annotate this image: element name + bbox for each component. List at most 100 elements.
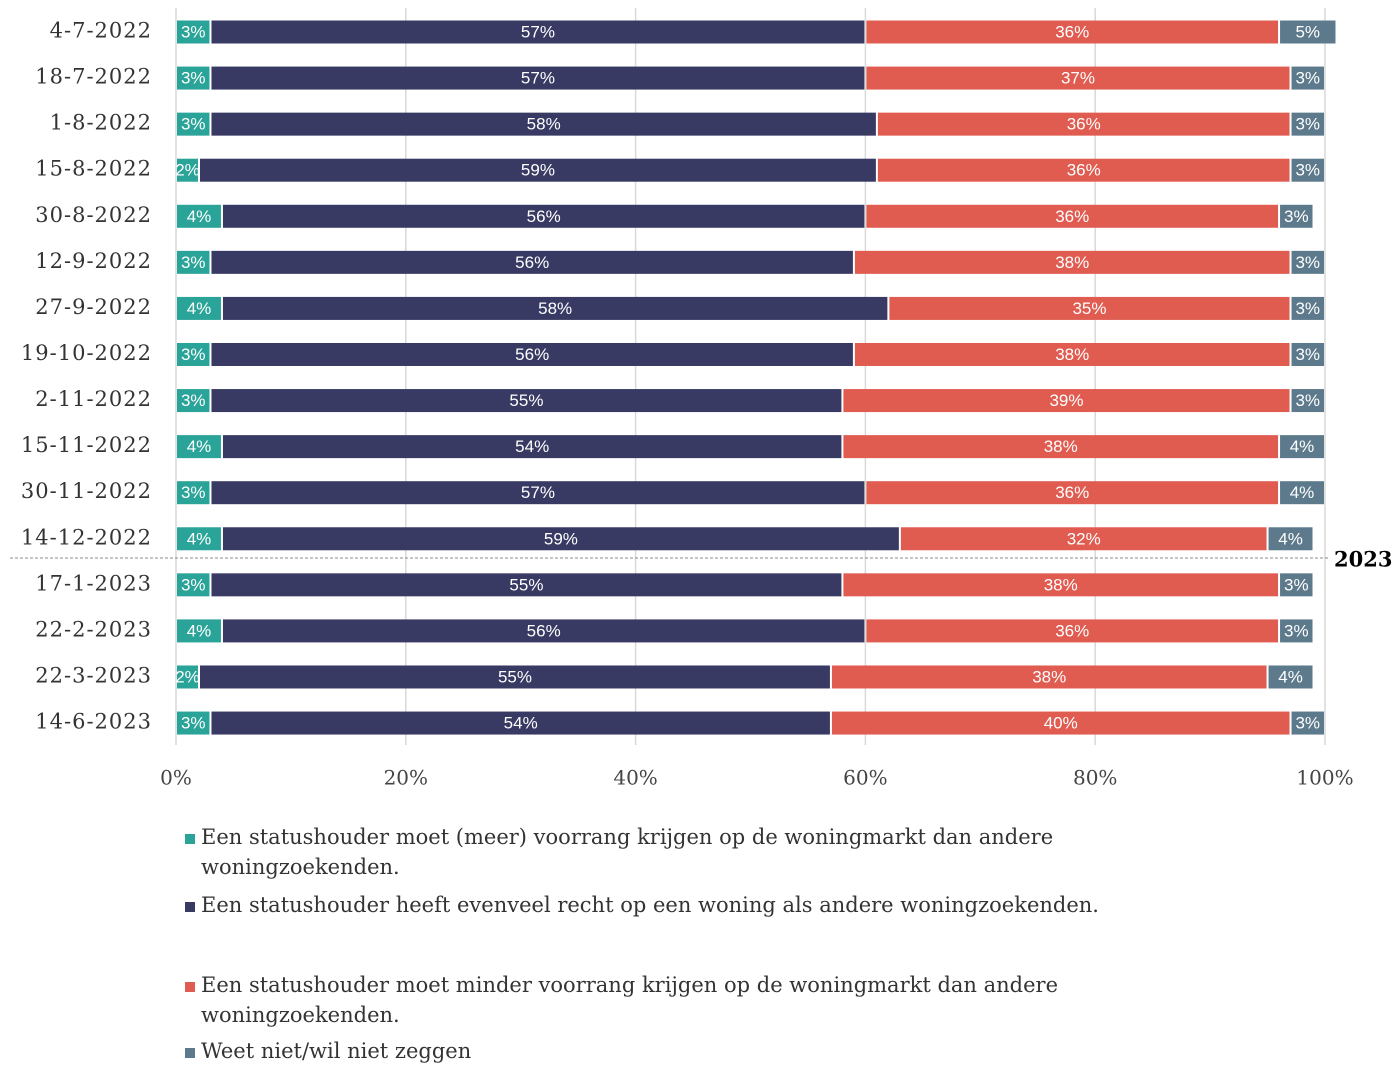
bar-segment bbox=[1268, 665, 1313, 689]
value-label: 36% bbox=[1055, 22, 1089, 41]
bar-segment bbox=[177, 158, 198, 182]
value-label: 3% bbox=[181, 391, 206, 410]
y-tick-label: 17-1-2023 bbox=[35, 571, 152, 595]
bar-segment bbox=[177, 389, 210, 413]
bar-segment bbox=[222, 204, 865, 228]
bar-segment bbox=[1280, 20, 1336, 44]
bar-segment bbox=[1291, 389, 1324, 413]
value-label: 36% bbox=[1067, 115, 1101, 134]
value-label: 3% bbox=[1284, 621, 1309, 640]
bar-segment bbox=[177, 342, 210, 366]
value-label: 2% bbox=[175, 161, 200, 180]
value-label: 5% bbox=[1295, 22, 1320, 41]
value-label: 3% bbox=[1284, 575, 1309, 594]
bar-segment bbox=[843, 389, 1290, 413]
value-label: 38% bbox=[1032, 667, 1066, 686]
bar-segment bbox=[211, 112, 876, 136]
value-label: 3% bbox=[181, 483, 206, 502]
x-tick-label: 0% bbox=[160, 766, 192, 790]
bar-segment bbox=[1280, 481, 1324, 505]
value-label: 3% bbox=[181, 714, 206, 733]
bar-segment bbox=[211, 342, 853, 366]
y-tick-label: 27-9-2022 bbox=[35, 295, 152, 319]
value-label: 56% bbox=[527, 621, 561, 640]
value-label: 55% bbox=[509, 575, 543, 594]
legend-swatch bbox=[185, 834, 195, 844]
legend-swatch bbox=[185, 902, 195, 912]
x-tick-label: 40% bbox=[613, 766, 657, 790]
bar-segment bbox=[866, 66, 1290, 90]
bar-segment bbox=[177, 20, 210, 44]
value-label: 38% bbox=[1044, 437, 1078, 456]
value-label: 4% bbox=[187, 437, 212, 456]
value-label: 36% bbox=[1055, 621, 1089, 640]
legend-label: Weet niet/wil niet zeggen bbox=[201, 1039, 472, 1063]
bar-segment bbox=[177, 435, 221, 459]
bar-segment bbox=[211, 711, 830, 735]
value-label: 3% bbox=[1295, 69, 1320, 88]
bar-segment bbox=[222, 527, 899, 551]
value-label: 4% bbox=[187, 299, 212, 318]
y-tick-label: 1-8-2022 bbox=[50, 111, 152, 135]
value-label: 3% bbox=[1295, 253, 1320, 272]
bar-segment bbox=[199, 665, 830, 689]
bar-segment bbox=[1280, 204, 1313, 228]
value-label: 4% bbox=[1290, 483, 1315, 502]
value-label: 58% bbox=[527, 115, 561, 134]
bar-segment bbox=[211, 250, 853, 274]
bar-segment bbox=[1291, 296, 1324, 320]
bar-segment bbox=[177, 112, 210, 136]
bar-segment bbox=[222, 296, 888, 320]
y-tick-label: 12-9-2022 bbox=[35, 249, 152, 273]
value-label: 2% bbox=[175, 667, 200, 686]
bar-segment bbox=[889, 296, 1290, 320]
bar-segment bbox=[866, 204, 1279, 228]
value-label: 55% bbox=[498, 667, 532, 686]
bar-segment bbox=[177, 665, 198, 689]
bar-segment bbox=[222, 435, 842, 459]
value-label: 3% bbox=[181, 22, 206, 41]
bar-segment bbox=[1280, 573, 1313, 597]
y-tick-label: 15-11-2022 bbox=[21, 433, 152, 457]
bar-segment bbox=[843, 573, 1279, 597]
y-tick-label: 19-10-2022 bbox=[21, 341, 152, 365]
bar-segment bbox=[1291, 250, 1324, 274]
bar-segment bbox=[854, 342, 1290, 366]
value-label: 38% bbox=[1055, 253, 1089, 272]
x-tick-label: 60% bbox=[843, 766, 887, 790]
bar-segment bbox=[177, 481, 210, 505]
value-label: 3% bbox=[181, 575, 206, 594]
bar-segment bbox=[854, 250, 1290, 274]
y-tick-label: 14-12-2022 bbox=[21, 525, 152, 549]
value-label: 3% bbox=[1295, 115, 1320, 134]
bar-segment bbox=[1291, 112, 1324, 136]
value-label: 57% bbox=[521, 483, 555, 502]
bar-segment bbox=[1291, 158, 1324, 182]
value-label: 4% bbox=[1278, 529, 1303, 548]
bar-segment bbox=[831, 665, 1267, 689]
bar-segment bbox=[177, 250, 210, 274]
value-label: 3% bbox=[1284, 207, 1309, 226]
legend-label: Een statushouder moet (meer) voorrang kr… bbox=[201, 825, 1054, 879]
value-label: 4% bbox=[1278, 667, 1303, 686]
value-label: 3% bbox=[1295, 391, 1320, 410]
y-tick-label: 22-2-2023 bbox=[35, 617, 152, 641]
bar-segment bbox=[1280, 619, 1313, 643]
bar-segment bbox=[866, 481, 1279, 505]
bar-segment bbox=[1291, 342, 1324, 366]
value-label: 54% bbox=[504, 714, 538, 733]
bar-segment bbox=[211, 481, 865, 505]
value-label: 56% bbox=[515, 345, 549, 364]
value-label: 3% bbox=[181, 345, 206, 364]
legend-label: Een statushouder heeft evenveel recht op… bbox=[201, 893, 1099, 917]
value-label: 4% bbox=[1290, 437, 1315, 456]
value-label: 59% bbox=[544, 529, 578, 548]
y-tick-label: 4-7-2022 bbox=[50, 19, 152, 43]
legend-item: Een statushouder moet minder voorrang kr… bbox=[185, 970, 1185, 1030]
bar-segment bbox=[866, 619, 1279, 643]
y-tick-label: 2-11-2022 bbox=[35, 387, 152, 411]
value-label: 40% bbox=[1044, 714, 1078, 733]
bar-segment bbox=[831, 711, 1290, 735]
bar-segment bbox=[177, 619, 221, 643]
